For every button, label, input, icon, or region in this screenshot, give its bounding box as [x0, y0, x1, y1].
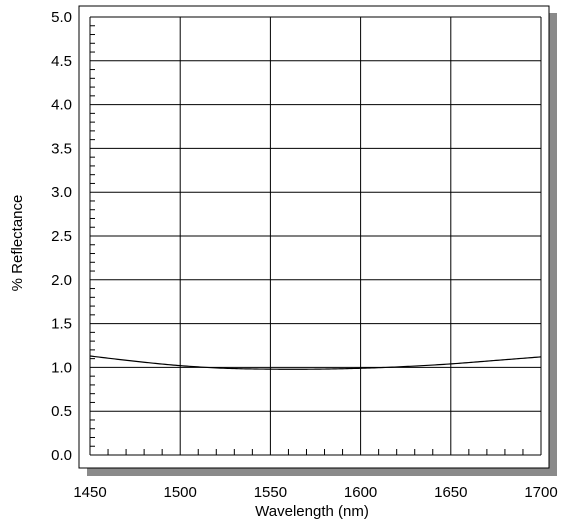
plot-area: [78, 5, 550, 469]
y-axis-title: % Reflectance: [9, 195, 26, 292]
y-tick-label: 4.5: [51, 53, 72, 70]
x-tick-label: 1650: [434, 484, 467, 501]
y-tick-label: 2.0: [51, 272, 72, 289]
y-tick-label: 5.0: [51, 9, 72, 26]
series-lines: [89, 355, 542, 370]
y-tick-label: 3.5: [51, 140, 72, 157]
y-tick-label: 2.5: [51, 228, 72, 245]
grid-lines: [89, 16, 542, 456]
x-tick-labels: 1450 1500 1550 1600 1650 1700: [73, 484, 557, 501]
x-tick-label: 1450: [73, 484, 106, 501]
x-axis-title: Wavelength (nm): [255, 503, 369, 520]
y-tick-labels: 0.0 0.5 1.0 1.5 2.0 2.5 3.0 3.5 4.0 4.5 5.0: [51, 9, 72, 464]
minor-ticks: [90, 25, 524, 455]
y-tick-label: 0.5: [51, 403, 72, 420]
y-tick-label: 4.0: [51, 97, 72, 114]
x-tick-label: 1550: [254, 484, 287, 501]
y-tick-label: 0.0: [51, 447, 72, 464]
x-tick-label: 1700: [524, 484, 557, 501]
x-tick-label: 1600: [344, 484, 377, 501]
x-tick-label: 1500: [164, 484, 197, 501]
series-line-0: [89, 355, 542, 370]
y-tick-label: 1.0: [51, 359, 72, 376]
y-tick-label: 3.0: [51, 184, 72, 201]
y-tick-label: 1.5: [51, 316, 72, 333]
